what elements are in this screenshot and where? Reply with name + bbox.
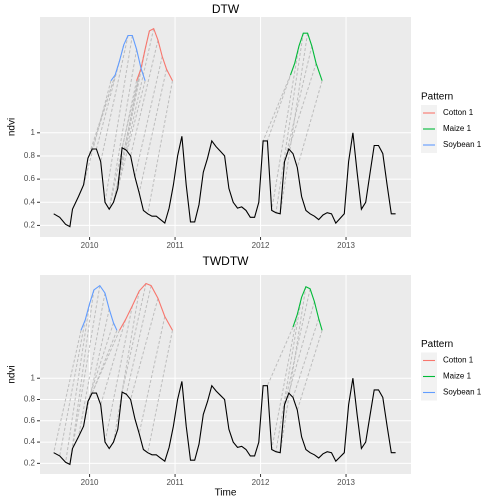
panel-title: TWDTW [203, 254, 250, 268]
alignment-line [275, 297, 303, 452]
y-tick-label: 1 [31, 373, 36, 382]
time-series-line [53, 132, 396, 228]
pattern-line [136, 27, 173, 81]
x-tick-label: 2012 [252, 478, 270, 487]
x-tick-label: 2011 [166, 478, 184, 487]
pattern-line [289, 32, 323, 81]
alignment-line [87, 322, 114, 402]
alignment-line [130, 298, 159, 400]
y-axis-label: ndvi [7, 365, 18, 383]
alignment-line [113, 67, 142, 203]
alignment-line [121, 283, 147, 393]
alignment-line [71, 285, 101, 449]
alignment-line [296, 80, 323, 168]
x-tick-label: 2013 [337, 478, 355, 487]
y-tick-label: 0.4 [24, 197, 36, 206]
y-axis-label: ndvi [7, 118, 18, 136]
alignment-line [125, 28, 155, 151]
alignment-line [104, 35, 133, 203]
panel-title: DTW [212, 2, 240, 16]
pattern-line [110, 34, 146, 82]
alignment-line [296, 330, 323, 411]
y-tick-label: 0.6 [24, 416, 36, 425]
alignment-line [147, 330, 173, 453]
alignment-line [65, 303, 91, 463]
legend-label: Cotton 1 [443, 108, 474, 117]
alignment-line [138, 68, 168, 194]
x-tick-label: 2010 [81, 241, 99, 250]
alignment-line [266, 326, 294, 386]
y-tick-label: 0.8 [24, 151, 36, 160]
plot-background [40, 17, 411, 237]
y-tick-label: 1 [31, 128, 36, 137]
legend-title: Pattern [421, 92, 453, 103]
alignment-line [266, 63, 296, 142]
legend-label: Soybean 1 [443, 388, 482, 397]
x-axis-label: Time [215, 488, 237, 499]
pattern-line [119, 282, 173, 331]
alignment-line [271, 314, 298, 450]
alignment-line [117, 80, 146, 189]
alignment-line [59, 319, 86, 457]
x-tick-label: 2013 [337, 241, 355, 250]
legend-label: Soybean 1 [443, 140, 482, 149]
alignment-line [279, 33, 309, 214]
legend-title: Pattern [421, 339, 453, 350]
plot-background [40, 275, 411, 474]
alignment-line [134, 56, 163, 177]
alignment-line [147, 80, 173, 214]
y-tick-label: 0.2 [24, 458, 36, 467]
alignment-line [100, 35, 129, 162]
x-tick-label: 2010 [81, 478, 99, 487]
x-tick-label: 2011 [166, 241, 184, 250]
alignment-line [108, 49, 138, 210]
legend-label: Cotton 1 [443, 356, 474, 365]
alignment-line [69, 289, 95, 465]
y-tick-label: 0.4 [24, 437, 36, 446]
time-series-line [53, 378, 396, 466]
x-tick-label: 2012 [252, 241, 270, 250]
y-tick-label: 0.2 [24, 221, 36, 230]
pattern-line [292, 285, 323, 331]
legend-label: Maize 1 [443, 372, 472, 381]
alignment-line [113, 69, 142, 203]
alignment-line [117, 49, 146, 189]
alignment-line [279, 286, 307, 453]
y-tick-label: 0.6 [24, 174, 36, 183]
alignment-line [125, 285, 152, 395]
alignment-line [91, 330, 118, 394]
alignment-line [77, 293, 106, 437]
legend-label: Maize 1 [443, 124, 472, 133]
pattern-line [80, 284, 118, 331]
y-tick-label: 0.8 [24, 395, 36, 404]
alignment-line [275, 33, 304, 213]
alignment-line [83, 80, 112, 186]
alignment-line [113, 290, 140, 443]
alignment-line [53, 330, 82, 453]
alignment-line [262, 74, 291, 142]
alignment-line [271, 45, 300, 211]
alignment-line [288, 301, 315, 394]
alignment-line [104, 305, 133, 443]
alignment-line [292, 318, 320, 398]
